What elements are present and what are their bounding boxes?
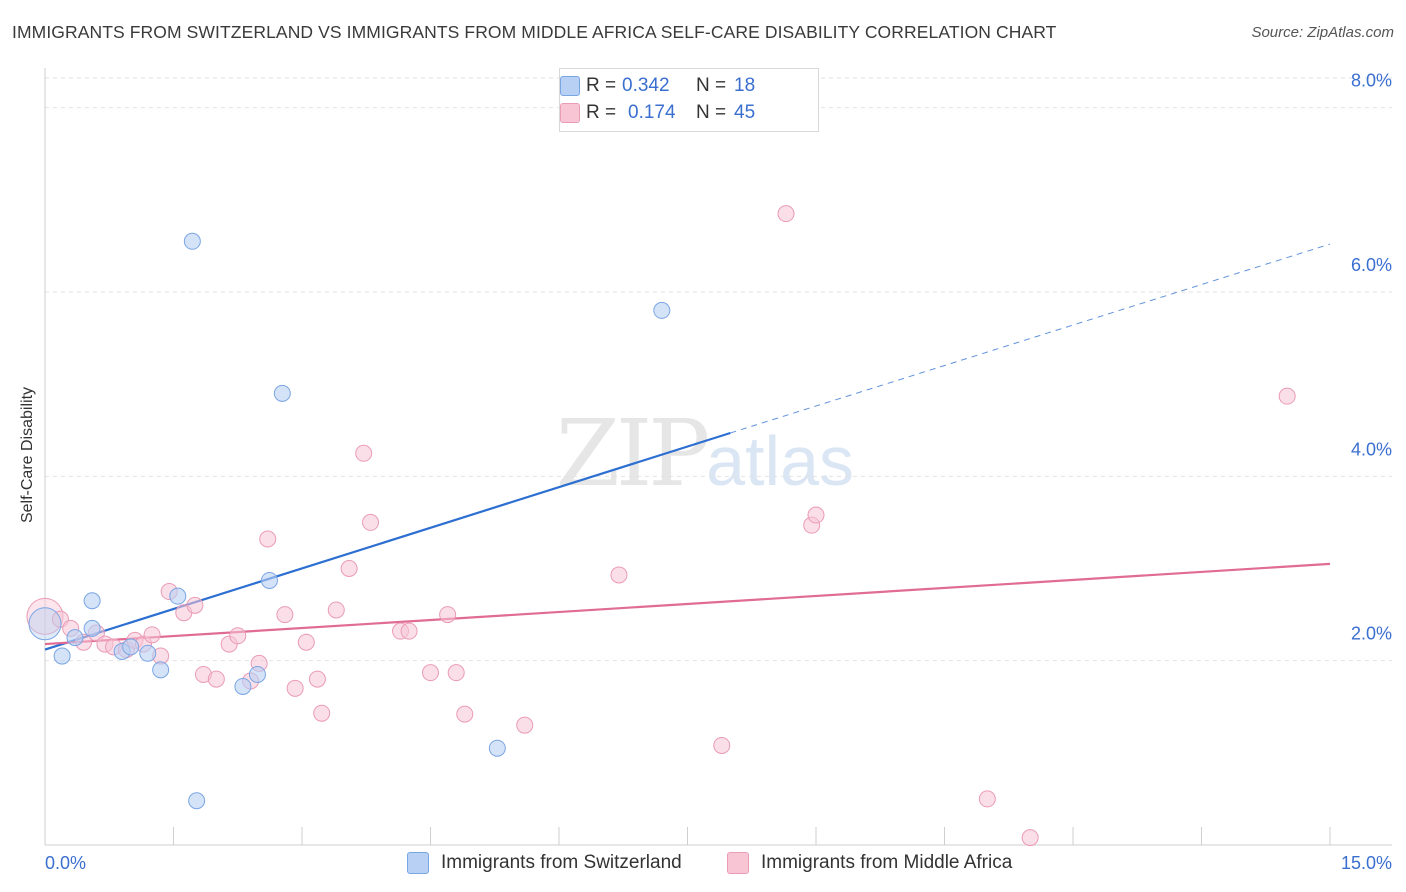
y-tick-label: 6.0% [1351,255,1392,275]
point-middle-africa [439,606,457,624]
point-switzerland [653,301,671,319]
x-tick-label: 15.0% [1341,853,1392,873]
point-switzerland [488,739,506,757]
point-switzerland [152,661,170,679]
point-middle-africa [229,627,247,645]
point-switzerland [66,629,84,647]
point-middle-africa [340,559,358,577]
point-switzerland [139,644,157,662]
point-middle-africa [610,566,628,584]
bottom-legend-swatch-pink [727,852,749,874]
watermark-zip: ZIP [556,400,710,507]
point-switzerland [273,384,291,402]
point-middle-africa [516,716,534,734]
point-middle-africa [308,670,326,688]
y-tick-label: 8.0% [1351,71,1392,91]
point-middle-africa [276,606,294,624]
point-middle-africa [313,704,331,722]
point-switzerland [188,792,206,810]
point-middle-africa [713,736,731,754]
points-layer [26,205,1296,847]
point-switzerland [248,665,266,683]
point-switzerland [169,587,187,605]
point-middle-africa [400,622,418,640]
bottom-legend-middle-africa: Immigrants from Middle Africa [727,852,1012,874]
legend-n-label: N = [696,75,727,96]
point-switzerland [53,647,71,665]
point-middle-africa [297,633,315,651]
legend-r-value: 0.174 [628,102,676,123]
point-switzerland [183,232,201,250]
legend-r-label: R = [586,75,617,96]
point-middle-africa [207,670,225,688]
legend-n-label: N = [696,102,727,123]
x-tick-label: 0.0% [45,853,86,873]
point-middle-africa [777,205,795,223]
point-switzerland [234,677,252,695]
point-switzerland [28,607,62,641]
point-middle-africa [355,444,373,462]
trend-line-middle-africa [44,562,1331,646]
point-middle-africa [259,530,277,548]
point-switzerland [83,592,101,610]
legend-n-value: 45 [734,102,756,123]
legend-swatch-blue [560,76,580,96]
y-tick-label: 4.0% [1351,439,1392,459]
legend-r-label: R = [586,102,617,123]
chart-title: IMMIGRANTS FROM SWITZERLAND VS IMMIGRANT… [12,22,1057,42]
tick-label-layer: 2.0% 4.0% 6.0% 8.0% 0.0% 15.0% [45,71,1392,873]
point-middle-africa [1278,387,1296,405]
point-switzerland [260,571,278,589]
bottom-legend-switzerland: Immigrants from Switzerland [407,852,682,874]
point-middle-africa [143,626,161,644]
trend-line-switzerland-extension [730,243,1331,434]
point-middle-africa [456,705,474,723]
watermark-atlas: atlas [706,422,855,500]
trend-layer [44,243,1331,651]
legend-row-switzerland: R = 0.342 N = 18 [560,73,756,99]
trend-line-switzerland [44,431,731,651]
point-switzerland [83,619,101,637]
axis-layer [44,68,1392,846]
point-middle-africa [327,601,345,619]
point-middle-africa [447,664,465,682]
legend-swatch-pink [560,103,580,123]
point-middle-africa [978,790,996,808]
bottom-legend-swatch-blue [407,852,429,874]
watermark: ZIPatlas [556,400,854,507]
stats-legend: R = 0.342 N = 18 R = 0.174 N = 45 [559,68,819,132]
point-middle-africa [422,664,439,682]
point-middle-africa [362,513,380,531]
source-label: Source: ZipAtlas.com [1251,24,1394,41]
y-tick-label: 2.0% [1351,624,1392,644]
legend-row-middle-africa: R = 0.174 N = 45 [560,100,756,126]
point-middle-africa [286,679,304,697]
point-middle-africa [1021,829,1039,847]
point-middle-africa [186,596,204,614]
bottom-legend-label-middle-africa: Immigrants from Middle Africa [761,852,1013,873]
bottom-legend-label-switzerland: Immigrants from Switzerland [441,852,682,873]
point-switzerland [122,638,140,656]
legend-n-value: 18 [734,75,756,96]
y-axis-label: Self-Care Disability [19,386,36,524]
legend-r-value: 0.342 [622,75,670,96]
point-middle-africa [807,506,825,524]
